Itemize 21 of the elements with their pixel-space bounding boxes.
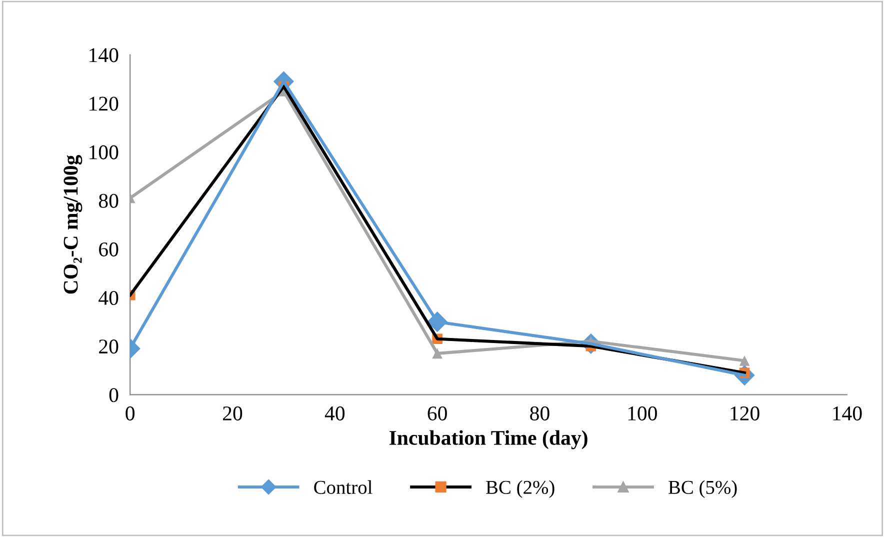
y-tick-label: 0	[109, 388, 118, 402]
y-tick-label: 140	[90, 48, 118, 62]
y-tick-label: 120	[90, 96, 118, 111]
x-tick-label: 100	[628, 406, 657, 420]
x-tick-label: 20	[223, 406, 242, 420]
y-tick-label: 60	[99, 242, 118, 256]
legend-label: BC (2%)	[486, 480, 554, 498]
x-tick-label: 120	[730, 406, 760, 420]
x-tick-label: 60	[428, 406, 447, 420]
x-tick-label: 40	[324, 406, 345, 420]
legend-label: Control	[314, 480, 372, 494]
y-tick-label: 20	[99, 340, 118, 354]
x-axis-title: Incubation Time (day)	[389, 430, 588, 450]
x-tick-label: 140	[833, 406, 862, 420]
y-axis-title: CO₂-C mg/100g	[64, 154, 82, 294]
x-tick-label: 80	[530, 406, 550, 420]
legend-label: BC (5%)	[668, 480, 737, 498]
y-tick-label: 80	[98, 194, 118, 208]
y-tick-label: 40	[98, 290, 118, 306]
y-tick-label: 100	[90, 145, 118, 160]
x-tick-label: 0	[126, 406, 135, 420]
